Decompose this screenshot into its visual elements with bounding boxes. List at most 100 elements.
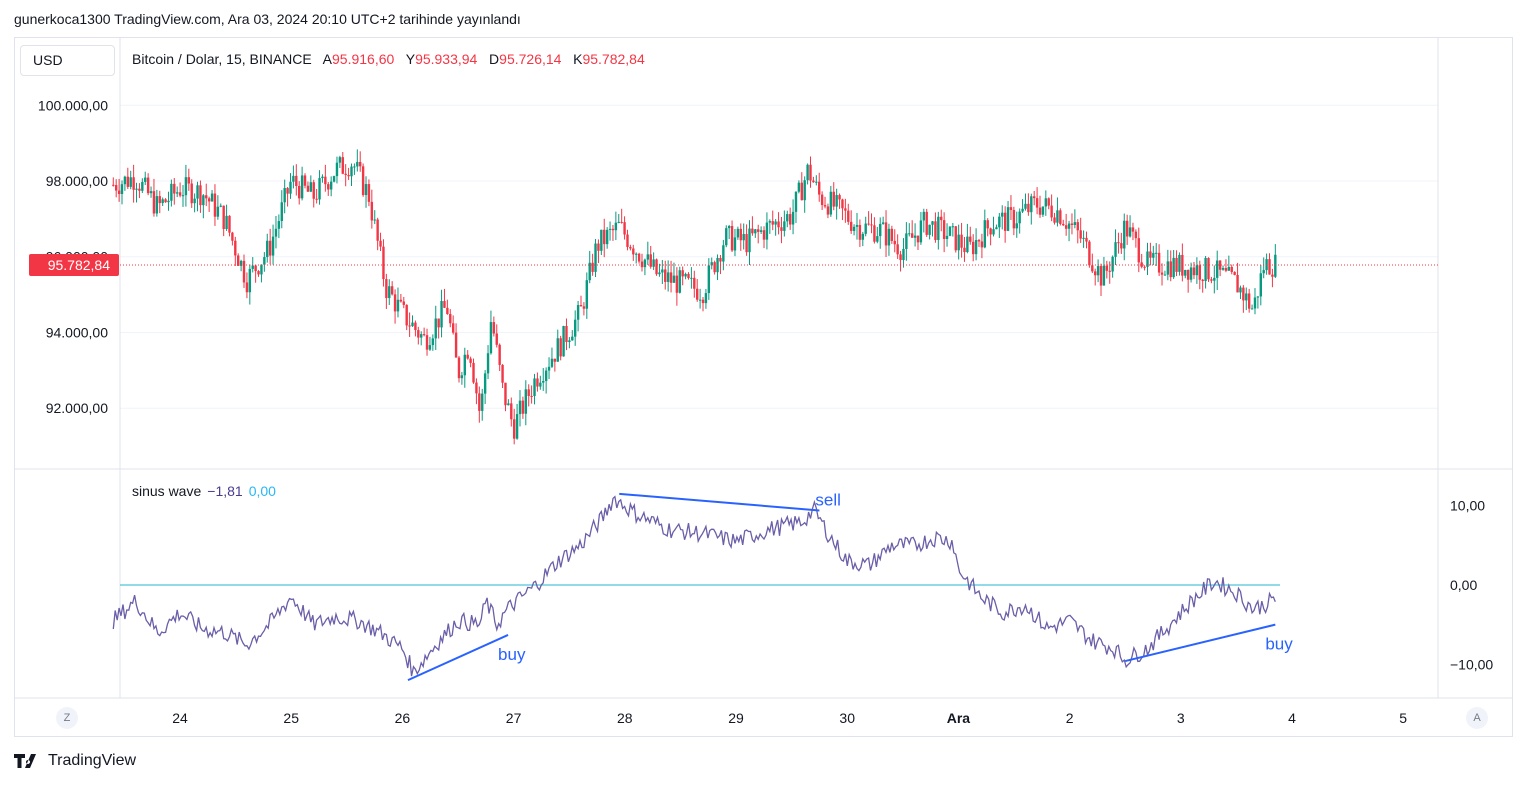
candle [132,164,135,203]
candle-body [144,177,147,182]
candle-body [373,219,376,221]
candle-body [1178,254,1181,272]
candle-body [905,233,908,249]
candle-body [1041,206,1045,215]
candle-body [881,222,885,224]
trend-line [1124,623,1276,663]
candle [1009,195,1013,220]
candle [356,149,359,172]
candle [696,279,699,302]
trend-line [407,634,509,682]
candle [637,252,641,264]
candle [196,181,199,212]
candle [495,324,498,348]
candle-body [1157,252,1161,273]
candle-body [245,282,249,293]
candle-body [1015,223,1018,229]
candle [634,252,638,264]
candle [512,408,516,445]
candle-body [518,400,522,415]
candle-body [414,322,417,331]
candle-body [213,193,217,217]
candle-body [155,196,159,214]
candle [190,179,193,208]
candle-body [402,301,405,305]
oscillator-axis[interactable]: 10,00 0,00 −10,00 [1450,498,1493,673]
candle [396,287,400,318]
candles [112,149,1277,445]
candle [794,191,798,223]
candle [120,180,124,205]
candle [219,203,222,208]
candle-body [327,184,330,190]
time-tick-label: 26 [395,710,411,726]
candle [742,223,745,250]
candle-body [980,241,984,248]
candle-body [1271,274,1274,277]
candle-body [341,157,344,174]
candle-body [745,234,748,253]
annotation-label-sell: sell [815,490,841,509]
candle [518,390,522,427]
candle-body [713,262,716,273]
candle-body [704,293,708,304]
candle-body [495,333,498,345]
candle-body [1250,308,1254,310]
candle [942,212,946,253]
candle-body [948,226,952,236]
candle-body [1085,237,1088,242]
candle-body [1239,287,1242,293]
candle [1064,213,1068,236]
auto-scale-button[interactable]: A [1466,707,1488,729]
footer-brand[interactable]: TradingView [14,752,136,770]
candle [559,335,562,361]
candle [820,191,824,210]
candle [1274,244,1277,278]
candle-body [181,195,185,197]
candle [173,178,176,205]
candle-body [1102,265,1106,286]
candle [1099,263,1103,297]
price-axis[interactable]: 100.000,0098.000,0096.000,0094.000,0092.… [29,97,1438,416]
candle-body [239,260,243,266]
candle [745,224,748,256]
candle-body [1233,272,1236,275]
candle [896,234,899,259]
candle [286,187,289,207]
time-axis[interactable]: 24 25 26 27 28 29 30 Ara 2 3 4 5 [172,710,1407,726]
candle [1044,190,1048,216]
indicator-name[interactable]: sinus wave [132,483,202,499]
currency-button[interactable]: USD [20,45,115,76]
candle [1024,193,1027,211]
candle-body [117,190,121,194]
candle-body [399,299,403,302]
candle-body [312,182,315,199]
candle-body [1027,203,1030,213]
candle [838,193,841,209]
candle-body [597,243,600,251]
candle-body [966,236,969,253]
candle [603,218,606,258]
candle [884,210,888,258]
candle [757,224,760,244]
candle [1256,296,1260,309]
candle-body [774,221,777,225]
candle [945,223,949,247]
candle [1245,287,1248,311]
symbol-name[interactable]: Bitcoin / Dolar, 15, BINANCE [132,51,312,67]
candle-body [1256,296,1260,298]
annotation-label-buy: buy [498,645,526,664]
candle [501,364,504,389]
candle-body [364,184,368,196]
candle-body [184,177,188,196]
timezone-button[interactable]: Z [56,707,78,729]
time-tick-label: 2 [1066,710,1074,726]
candle-body [379,240,382,247]
candle [300,166,304,201]
candle-body [710,262,713,266]
candle-body [1064,225,1068,229]
candle-body [884,222,888,246]
candle-body [736,228,740,238]
candle-body [969,236,972,242]
